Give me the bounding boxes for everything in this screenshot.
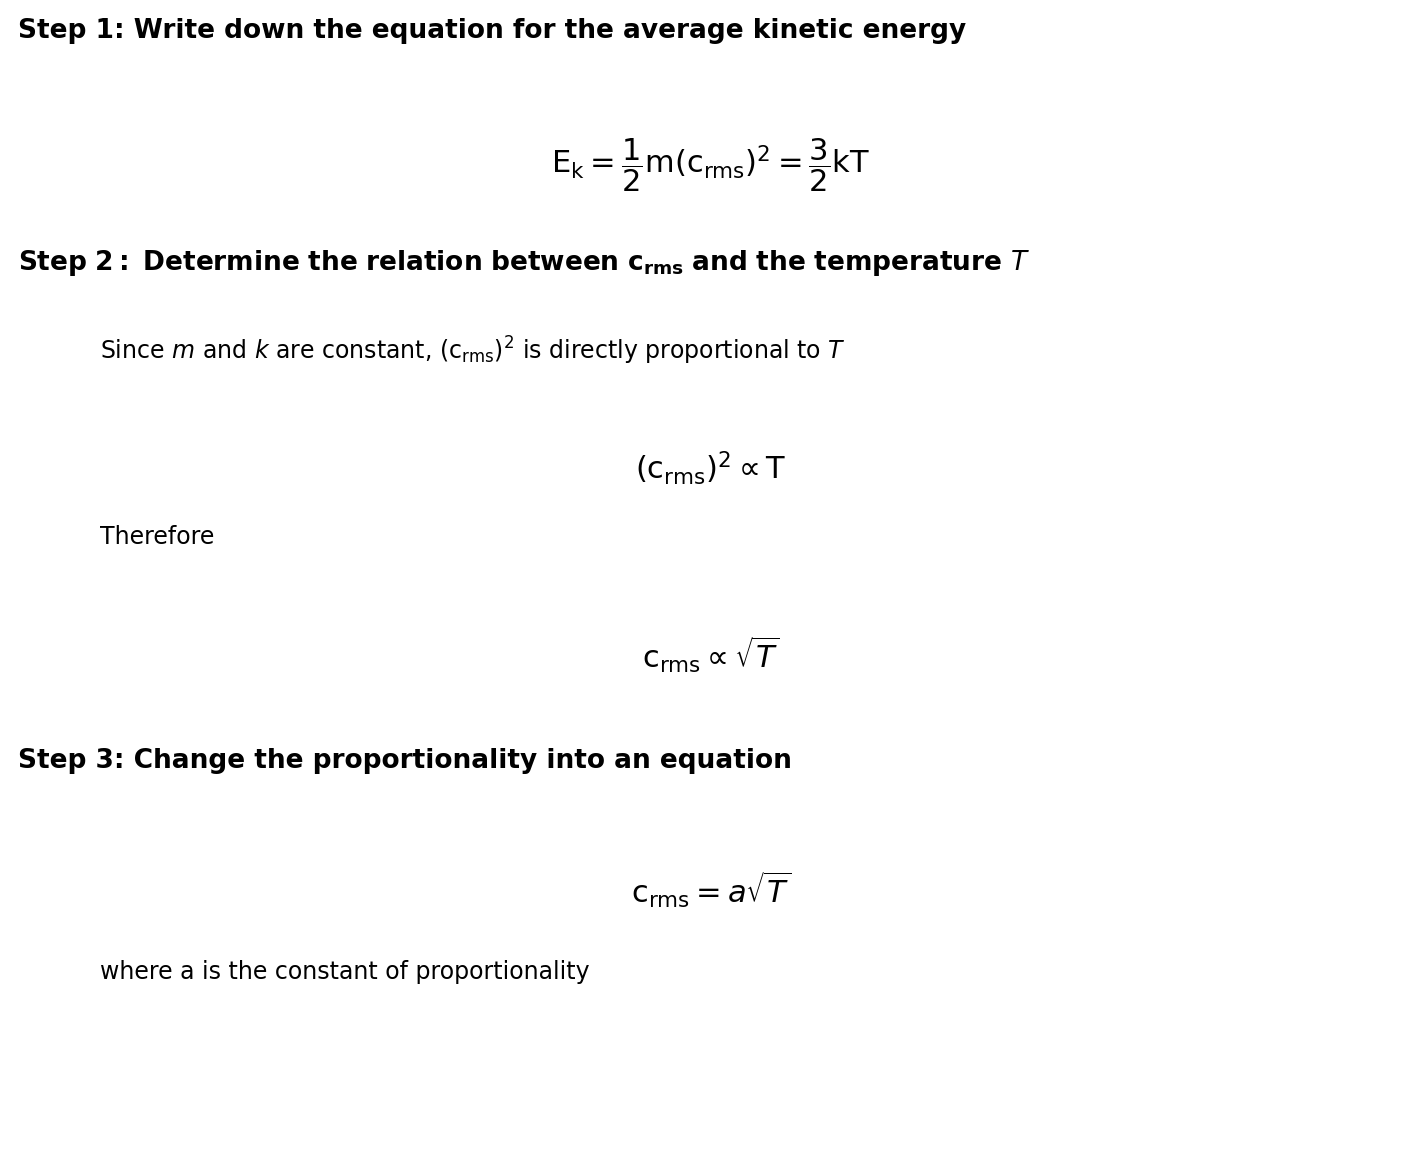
- Text: $\mathbf{Step\ 2:\ Determine\ the\ relation\ between\ c_{rms}\ and\ the\ tempera: $\mathbf{Step\ 2:\ Determine\ the\ relat…: [18, 248, 1030, 278]
- Text: $\mathrm{c_{rms}} \propto \sqrt{T}$: $\mathrm{c_{rms}} \propto \sqrt{T}$: [643, 635, 779, 675]
- Text: Since $m$ and $k$ are constant, $(\mathrm{c_{rms}})^2$ is directly proportional : Since $m$ and $k$ are constant, $(\mathr…: [100, 335, 846, 367]
- Text: $\mathrm{c_{rms}} = a\sqrt{T}$: $\mathrm{c_{rms}} = a\sqrt{T}$: [631, 870, 791, 910]
- Text: where a is the constant of proportionality: where a is the constant of proportionali…: [100, 960, 590, 984]
- Text: Therefore: Therefore: [100, 525, 215, 550]
- Text: Step 3: Change the proportionality into an equation: Step 3: Change the proportionality into …: [18, 748, 792, 774]
- Text: $(\mathrm{c_{rms}})^2 \propto \mathrm{T}$: $(\mathrm{c_{rms}})^2 \propto \mathrm{T}…: [636, 449, 786, 487]
- Text: Step 1: Write down the equation for the average kinetic energy: Step 1: Write down the equation for the …: [18, 18, 967, 44]
- Text: $\mathrm{E_k} = \dfrac{1}{2}\mathrm{m(c_{rms})^2} = \dfrac{3}{2}\mathrm{kT}$: $\mathrm{E_k} = \dfrac{1}{2}\mathrm{m(c_…: [552, 136, 870, 194]
